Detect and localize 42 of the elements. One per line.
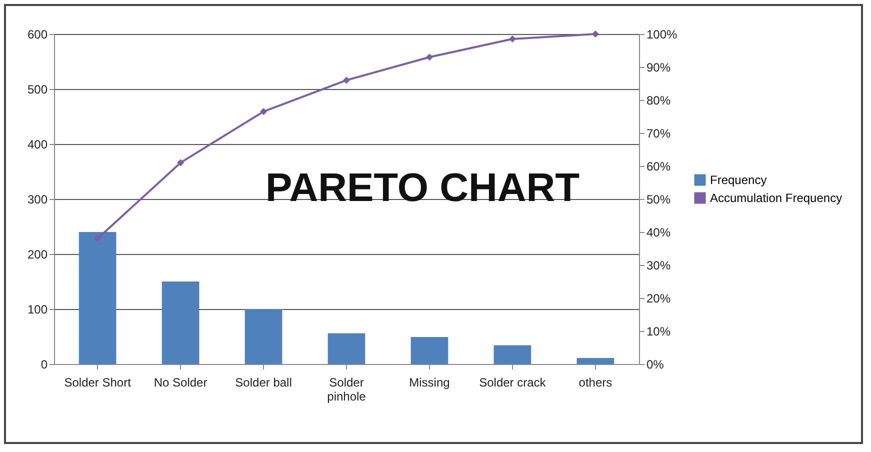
bar bbox=[494, 345, 532, 364]
y-tick-label: 100 bbox=[27, 302, 48, 316]
x-tick-label: Solder crack bbox=[479, 376, 547, 390]
y-tick-label: 400 bbox=[27, 138, 48, 152]
point bbox=[508, 35, 516, 42]
y-tick-label: 0 bbox=[40, 358, 48, 372]
point bbox=[592, 30, 599, 38]
y2-tick-label: 100% bbox=[646, 28, 678, 42]
bar bbox=[244, 309, 282, 364]
x-tick-label: Missing bbox=[409, 376, 450, 390]
bar bbox=[78, 232, 116, 364]
x-tick-label: No Solder bbox=[154, 376, 208, 390]
point bbox=[177, 159, 184, 166]
y2-tick-label: 30% bbox=[646, 258, 671, 272]
y2-tick-label: 70% bbox=[646, 126, 671, 140]
bar bbox=[328, 333, 366, 364]
y2-tick-label: 60% bbox=[646, 160, 671, 174]
y2-tick-label: 10% bbox=[646, 324, 671, 338]
y2-tick-label: 80% bbox=[646, 94, 671, 108]
y2-tick-label: 0% bbox=[646, 358, 664, 372]
x-tick-label: Solder pinhole bbox=[327, 376, 366, 404]
bar bbox=[576, 358, 614, 364]
annotation: PARETO CHART bbox=[266, 166, 580, 210]
x-tick-label: Solder ball bbox=[235, 376, 292, 390]
point bbox=[342, 76, 350, 84]
point bbox=[94, 235, 102, 242]
bar bbox=[410, 337, 448, 364]
y-tick-label: 200 bbox=[27, 248, 48, 262]
bar bbox=[162, 282, 200, 364]
x-tick-label: Solder Short bbox=[64, 376, 132, 390]
legend-label: Frequency bbox=[710, 173, 767, 187]
y2-tick-label: 40% bbox=[646, 226, 671, 240]
y-tick-label: 300 bbox=[27, 192, 48, 206]
point bbox=[426, 54, 434, 61]
legend-label: Accumulation Frequency bbox=[710, 191, 842, 205]
y2-tick-label: 90% bbox=[646, 60, 671, 74]
point bbox=[260, 108, 268, 116]
y2-tick-label: 20% bbox=[646, 292, 671, 306]
y-tick-label: 500 bbox=[27, 82, 48, 96]
y-tick-label: 600 bbox=[27, 28, 48, 42]
y2-tick-label: 50% bbox=[646, 192, 671, 206]
x-tick-label: others bbox=[578, 376, 612, 390]
